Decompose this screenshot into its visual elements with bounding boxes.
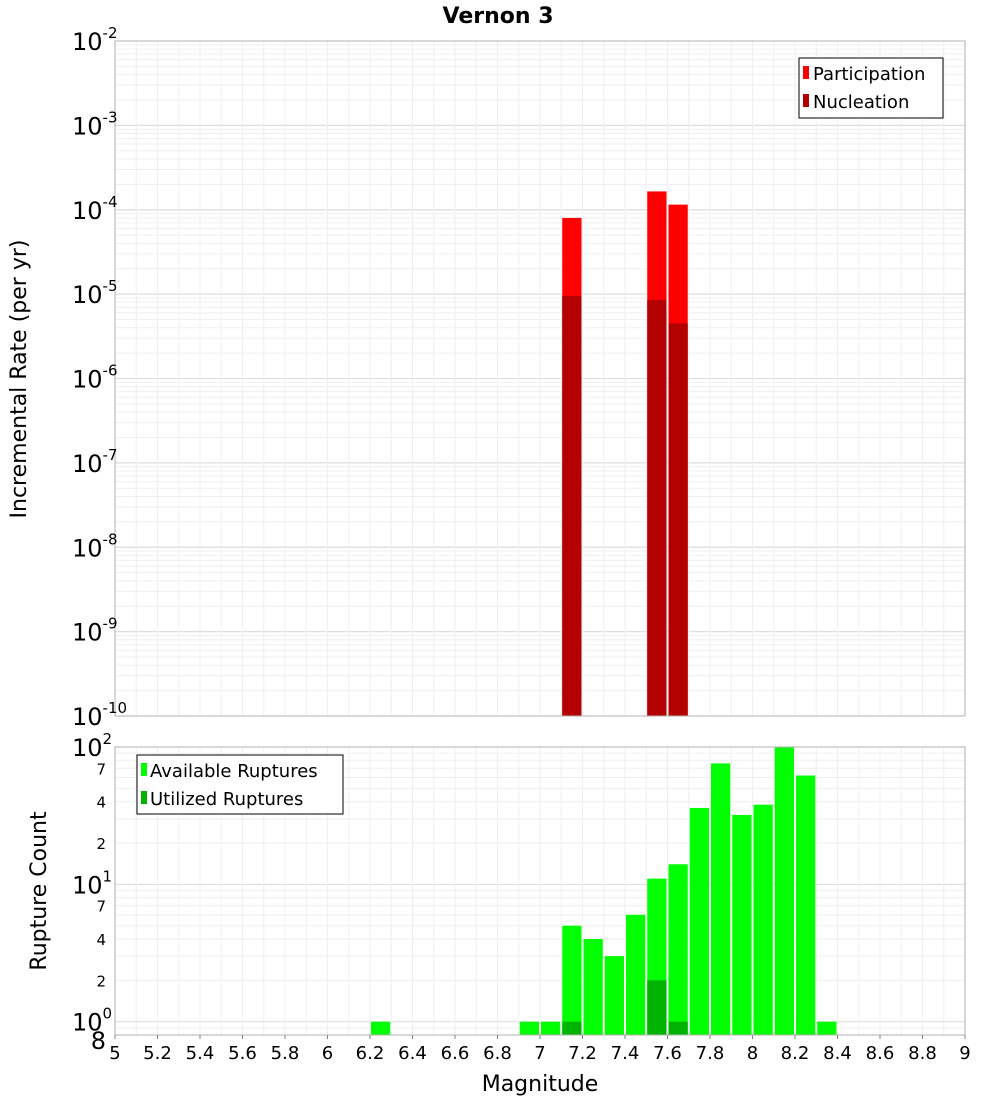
top-y-tick-label: 10-10 bbox=[72, 699, 127, 731]
bottom-y-minor-tick-label: 8 bbox=[91, 1027, 106, 1055]
legend-swatch-utilized bbox=[141, 791, 147, 804]
utilized-ruptures-bar bbox=[647, 980, 667, 1035]
bottom-y-minor-tick-label: 7 bbox=[96, 760, 106, 778]
available-ruptures-bar bbox=[817, 1021, 837, 1035]
legend-label-utilized: Utilized Ruptures bbox=[150, 789, 303, 810]
bottom-y-minor-tick-label: 7 bbox=[96, 898, 106, 916]
top-plot-frame bbox=[114, 40, 966, 717]
x-tick-label: 8.8 bbox=[908, 1043, 937, 1064]
bottom-y-tick-label: 100 bbox=[72, 1005, 112, 1037]
legend-label-available: Available Ruptures bbox=[150, 761, 318, 782]
available-ruptures-bar bbox=[753, 804, 773, 1035]
top-y-tick-label: 10-9 bbox=[72, 615, 118, 647]
available-ruptures-bar bbox=[796, 775, 816, 1035]
x-tick-label: 8 bbox=[747, 1043, 758, 1064]
legend-swatch-available bbox=[141, 763, 147, 776]
utilized-ruptures-bar bbox=[668, 1021, 688, 1035]
top-plot: 10-2 10-3 10-4 10-5 10-6 10-7 10-8 10-9 10-10 In… bbox=[7, 24, 966, 731]
x-tick-label: 6.2 bbox=[356, 1043, 385, 1064]
x-tick-label: 6.6 bbox=[441, 1043, 470, 1064]
bottom-y-minor-tick-label: 2 bbox=[96, 835, 106, 853]
top-bars bbox=[562, 191, 688, 717]
bottom-y-minor-tick-label: 4 bbox=[96, 794, 106, 812]
bottom-legend-box bbox=[136, 754, 344, 815]
top-y-tick-label: 10-4 bbox=[72, 193, 118, 225]
x-tick-label: 6.8 bbox=[483, 1043, 512, 1064]
top-legend: Participation Nucleation bbox=[798, 57, 944, 119]
legend-swatch-participation bbox=[803, 66, 809, 79]
available-ruptures-bar bbox=[519, 1021, 539, 1035]
chart-title: Vernon 3 bbox=[443, 4, 554, 29]
available-ruptures-bar bbox=[626, 914, 646, 1035]
x-tick-label: 6 bbox=[322, 1043, 333, 1064]
bottom-y-minor-tick-label: 4 bbox=[96, 931, 106, 949]
available-ruptures-bar bbox=[774, 747, 794, 1035]
x-tick-label: 8.4 bbox=[823, 1043, 852, 1064]
top-y-tick-label: 10-7 bbox=[72, 446, 118, 478]
x-tick-label: 7.4 bbox=[611, 1043, 640, 1064]
x-tick-label: 9 bbox=[959, 1043, 970, 1064]
nucleation-bar bbox=[668, 323, 688, 716]
available-ruptures-bar bbox=[583, 939, 603, 1035]
legend-swatch-nucleation bbox=[803, 94, 809, 107]
x-tick-label: 6.4 bbox=[398, 1043, 427, 1064]
available-ruptures-bar bbox=[541, 1021, 561, 1035]
x-tick-label: 7.6 bbox=[653, 1043, 682, 1064]
top-y-tick-label: 10-8 bbox=[72, 530, 118, 562]
available-ruptures-bar bbox=[711, 763, 731, 1035]
bottom-y-axis-label: Rupture Count bbox=[27, 811, 52, 971]
x-tick-label: 5.6 bbox=[228, 1043, 257, 1064]
bottom-y-tick-label: 101 bbox=[72, 867, 112, 899]
top-y-tick-label: 10-6 bbox=[72, 362, 118, 394]
top-legend-box bbox=[798, 57, 944, 119]
x-tick-label: 7 bbox=[534, 1043, 545, 1064]
x-tick-label: 5 bbox=[109, 1043, 120, 1064]
x-tick-label: 5.2 bbox=[143, 1043, 172, 1064]
utilized-ruptures-bar bbox=[562, 1021, 582, 1035]
x-tick-label: 5.4 bbox=[186, 1043, 215, 1064]
available-ruptures-bar bbox=[668, 864, 688, 1035]
nucleation-bar bbox=[562, 296, 582, 716]
bottom-y-minor-tick-label: 2 bbox=[96, 972, 106, 990]
legend-label-nucleation: Nucleation bbox=[813, 92, 909, 113]
x-tick-label: 7.8 bbox=[696, 1043, 725, 1064]
bottom-legend: Available Ruptures Utilized Ruptures bbox=[136, 754, 344, 815]
x-tick-label: 7.2 bbox=[568, 1043, 597, 1064]
x-tick-label: 8.2 bbox=[781, 1043, 810, 1064]
top-y-ticks: 10-2 10-3 10-4 10-5 10-6 10-7 10-8 10-9 10-10 bbox=[72, 24, 127, 731]
available-ruptures-bar bbox=[371, 1021, 391, 1035]
nucleation-bar bbox=[647, 300, 667, 716]
x-axis-ticks: 5 5.2 5.4 5.6 5.8 6 6.2 6.4 6.6 6.8 7 7.2 7.4 7.6 7.8 8… bbox=[109, 1035, 971, 1064]
available-ruptures-bar bbox=[604, 956, 624, 1035]
bottom-bars bbox=[371, 747, 837, 1035]
available-ruptures-bar bbox=[689, 807, 709, 1035]
top-gridlines bbox=[114, 40, 966, 717]
x-axis-label: Magnitude bbox=[482, 1072, 599, 1097]
top-y-tick-label: 10-3 bbox=[72, 108, 118, 140]
x-tick-label: 8.6 bbox=[866, 1043, 895, 1064]
top-y-axis-label: Incremental Rate (per yr) bbox=[7, 240, 32, 519]
x-tick-label: 5.8 bbox=[271, 1043, 300, 1064]
top-y-tick-label: 10-2 bbox=[72, 24, 118, 56]
available-ruptures-bar bbox=[562, 925, 582, 1035]
top-y-tick-label: 10-5 bbox=[72, 277, 118, 309]
available-ruptures-bar bbox=[732, 814, 752, 1035]
legend-label-participation: Participation bbox=[813, 64, 925, 85]
bottom-y-tick-label: 102 bbox=[72, 730, 112, 762]
